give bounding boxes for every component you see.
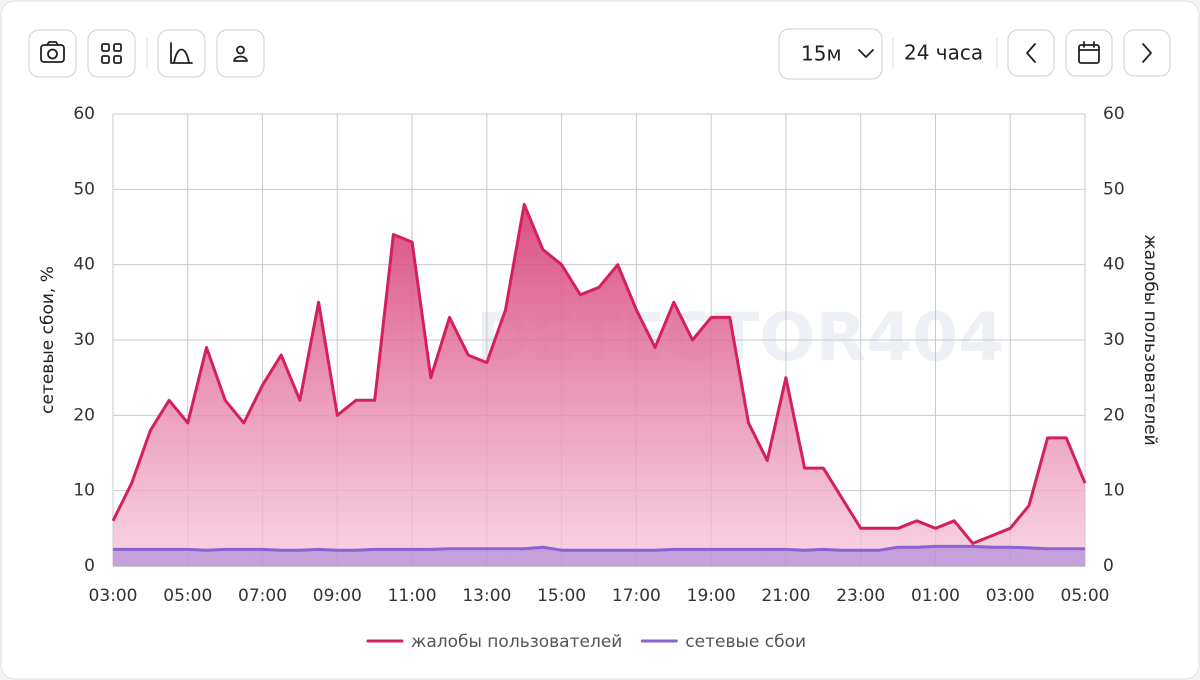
grid-button[interactable]	[87, 29, 136, 78]
y-tick-label: 20	[73, 405, 95, 425]
x-tick-label: 23:00	[836, 586, 885, 606]
interval-label: 15м	[801, 42, 842, 66]
series-area	[113, 204, 1085, 566]
x-tick-label: 01:00	[911, 586, 960, 606]
y-tick-label: 0	[84, 556, 95, 576]
x-tick-label: 21:00	[761, 586, 810, 606]
y-tick-label: 40	[73, 255, 95, 275]
next-button[interactable]	[1123, 29, 1171, 77]
y-tick-label: 50	[73, 179, 95, 199]
series-line	[111, 202, 1087, 545]
y-tick-label: 30	[73, 330, 95, 350]
period-label[interactable]: 24 часа	[904, 41, 983, 65]
x-tick-label: 05:00	[1061, 586, 1110, 606]
y2-tick-label: 20	[1103, 405, 1125, 425]
x-tick-label: 13:00	[462, 586, 511, 606]
x-tick-label: 11:00	[388, 586, 437, 606]
x-tick-label: 05:00	[163, 586, 212, 606]
user-button[interactable]	[216, 29, 265, 78]
interval-select[interactable]: 15м	[778, 28, 883, 80]
y2-tick-label: 50	[1103, 179, 1125, 199]
series-line	[113, 544, 1085, 552]
y2-tick-label: 30	[1103, 330, 1125, 350]
x-tick-label: 15:00	[537, 586, 586, 606]
y2-axis-label: жалобы пользователей	[1140, 234, 1160, 445]
legend-label: жалобы пользователей	[411, 632, 622, 652]
x-tick-label: 03:00	[986, 586, 1035, 606]
x-tick-label: 17:00	[612, 586, 661, 606]
y2-tick-label: 0	[1103, 556, 1114, 576]
x-tick-label: 19:00	[687, 586, 736, 606]
y-tick-label: 60	[73, 104, 95, 124]
x-tick-label: 09:00	[313, 586, 362, 606]
calendar-button[interactable]	[1065, 29, 1113, 77]
y2-tick-label: 10	[1103, 481, 1125, 501]
camera-button[interactable]	[28, 29, 77, 78]
plot: 0 10 20 30 40 50 60 0 10 20 30 40 50 60 03:00 05:00 07:0…	[38, 104, 1160, 652]
y-axis-label: сетевые сбои, %	[38, 266, 58, 414]
y-tick-label: 10	[73, 481, 95, 501]
x-tick-label: 03:00	[89, 586, 138, 606]
prev-button[interactable]	[1007, 29, 1055, 77]
legend-label: сетевые сбои	[685, 632, 806, 652]
toolbar: 15м 24 часа	[28, 28, 1171, 80]
y2-tick-label: 40	[1103, 255, 1125, 275]
x-tick-label: 07:00	[238, 586, 287, 606]
chart-type-button[interactable]	[157, 29, 206, 78]
y2-tick-label: 60	[1103, 104, 1125, 124]
